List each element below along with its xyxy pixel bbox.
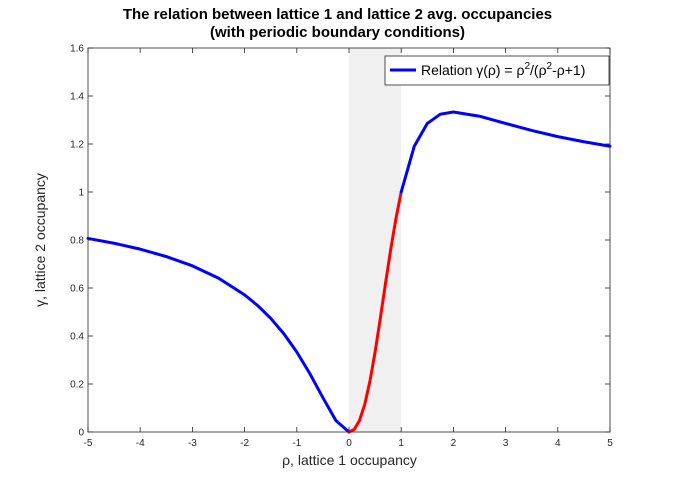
x-tick-label: 2 <box>451 438 457 449</box>
y-tick-label: 1.6 <box>70 44 84 55</box>
legend-label-mid: /(ρ <box>530 62 547 78</box>
x-tick-label: -4 <box>136 438 145 449</box>
x-tick-label: 1 <box>398 438 404 449</box>
y-tick-label: 0.4 <box>70 332 84 343</box>
legend-box <box>384 55 610 86</box>
x-tick-label: -2 <box>240 438 249 449</box>
y-axis-label: γ, lattice 2 occupancy <box>32 173 48 307</box>
y-tick-label: 0.2 <box>70 380 84 391</box>
series-group <box>86 110 612 434</box>
series-line-3 <box>399 110 612 194</box>
legend-label-main: Relation γ(ρ) = ρ <box>421 62 524 78</box>
x-tick-label: -3 <box>188 438 197 449</box>
y-tick-label: 0 <box>78 428 84 439</box>
chart-title: The relation between lattice 1 and latti… <box>122 6 553 23</box>
legend-label-sup1: 2 <box>524 61 530 72</box>
y-tick-label: 0.8 <box>70 236 84 247</box>
y-tick-label: 1.4 <box>70 92 84 103</box>
x-axis-label: ρ, lattice 1 occupancy <box>282 452 417 468</box>
legend: Relation γ(ρ) = ρ2/(ρ2-ρ+1) <box>384 55 610 86</box>
series-line-2 <box>347 190 403 434</box>
y-tick-label: 1 <box>78 188 84 199</box>
x-tick-label: 5 <box>607 438 613 449</box>
series-line-1 <box>86 236 351 434</box>
y-tick-label: 1.2 <box>70 140 84 151</box>
x-tick-label: 0 <box>346 438 352 449</box>
legend-label-end: -ρ+1) <box>552 62 585 78</box>
x-tick-label: 3 <box>503 438 509 449</box>
x-tick-label: 4 <box>555 438 561 449</box>
y-tick-label: 0.6 <box>70 284 84 295</box>
legend-label-sup2: 2 <box>547 61 553 72</box>
x-tick-label: -5 <box>84 438 93 449</box>
ticks-group: -5 -4 -3 -2 -1 0 1 2 3 4 5 0 0.2 0.4 0.6 0.8 1 1.2 1.4 1.6 <box>70 44 613 450</box>
chart-subtitle: (with periodic boundary conditions) <box>210 24 465 41</box>
legend-label: Relation γ(ρ) = ρ2/(ρ2-ρ+1) <box>421 61 585 78</box>
x-tick-label: -1 <box>292 438 301 449</box>
